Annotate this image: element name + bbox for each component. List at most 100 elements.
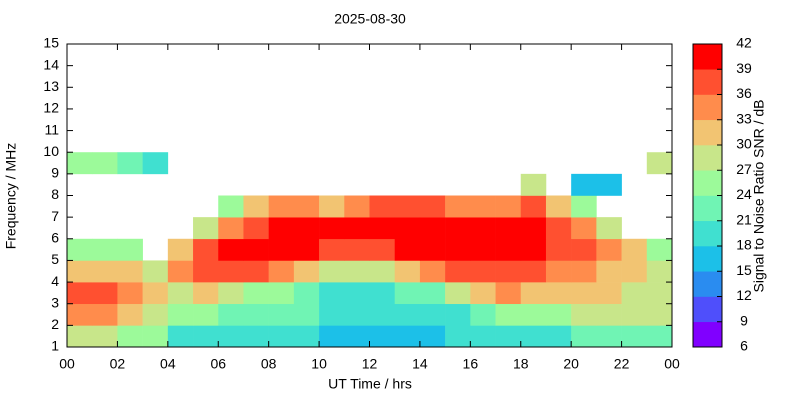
heat-cell: [646, 282, 673, 305]
heat-cell: [470, 217, 496, 240]
heat-cell: [92, 260, 118, 283]
colorbar-swatch: [693, 94, 722, 121]
y-tick-label: 6: [51, 229, 59, 245]
heat-cell: [117, 282, 143, 305]
heat-cell: [596, 260, 622, 283]
heat-cell: [117, 260, 143, 283]
heat-cell: [293, 217, 320, 240]
heat-cell: [545, 195, 572, 218]
chart-title: 2025-08-30: [334, 11, 406, 27]
y-tick-label: 10: [43, 143, 59, 159]
heat-cell: [495, 260, 522, 283]
heat-cell: [495, 195, 522, 218]
heat-cell: [495, 325, 522, 348]
heat-cell: [142, 260, 169, 283]
x-tick-label: 10: [311, 356, 327, 372]
heat-cell: [445, 260, 471, 283]
x-tick-label: 16: [463, 356, 479, 372]
heat-cell: [167, 325, 194, 348]
heat-cell: [520, 217, 547, 240]
heat-cell: [621, 325, 648, 348]
heat-cell: [268, 238, 295, 261]
heat-cell: [445, 282, 471, 305]
x-tick-label: 00: [59, 356, 75, 372]
heat-cell: [470, 303, 496, 326]
heat-cell: [142, 152, 169, 175]
heat-cell: [92, 282, 118, 305]
heat-cell: [193, 303, 219, 326]
heat-cell: [319, 260, 345, 283]
heat-cell: [596, 238, 622, 261]
heat-cell: [344, 282, 370, 305]
colorbar-swatch: [693, 145, 722, 171]
heat-cell: [344, 325, 370, 348]
colorbar-tick-label: 12: [736, 287, 752, 303]
colorbar-swatch: [693, 321, 722, 348]
heat-cell: [268, 282, 295, 305]
heat-cell: [369, 303, 396, 326]
heat-cell: [67, 325, 93, 348]
heat-cell: [344, 217, 370, 240]
heat-cell: [445, 325, 471, 348]
heat-cell: [142, 325, 169, 348]
colorbar-tick-label: 6: [740, 338, 748, 354]
x-tick-label: 18: [513, 356, 529, 372]
heat-cell: [495, 282, 522, 305]
heat-cell: [218, 260, 244, 283]
heat-cell: [167, 238, 194, 261]
y-tick-label: 1: [51, 338, 59, 354]
heat-cell: [92, 238, 118, 261]
heat-cell: [293, 195, 320, 218]
colorbar-swatch: [693, 69, 722, 95]
heat-cell: [369, 325, 396, 348]
heat-cell: [67, 260, 93, 283]
heat-cell: [571, 282, 597, 305]
heat-cell: [167, 303, 194, 326]
heat-cell: [319, 238, 345, 261]
heat-cell: [596, 173, 622, 196]
heat-cell: [646, 238, 673, 261]
heat-cell: [319, 282, 345, 305]
heat-cell: [445, 303, 471, 326]
colorbar-tick-label: 27: [736, 161, 752, 177]
x-tick-label: 06: [210, 356, 226, 372]
heat-cell: [142, 282, 169, 305]
heat-cell: [571, 173, 597, 196]
colorbar-swatch: [693, 170, 722, 196]
heat-cell: [596, 217, 622, 240]
y-tick-label: 12: [43, 100, 59, 116]
heat-cell: [243, 303, 269, 326]
heat-cell: [445, 195, 471, 218]
heat-cell: [142, 303, 169, 326]
heat-cell: [193, 217, 219, 240]
heat-cell: [520, 303, 547, 326]
heat-cell: [218, 325, 244, 348]
y-tick-label: 2: [51, 316, 59, 332]
heat-cell: [571, 325, 597, 348]
heat-cell: [394, 238, 421, 261]
heat-cell: [419, 325, 446, 348]
heat-cell: [268, 217, 295, 240]
heat-cell: [117, 238, 143, 261]
colorbar-tick-label: 21: [736, 211, 752, 227]
heat-cell: [394, 303, 421, 326]
heat-cell: [495, 303, 522, 326]
heat-cell: [520, 173, 547, 196]
heat-cell: [193, 260, 219, 283]
heat-cell: [470, 195, 496, 218]
heat-cell: [369, 238, 396, 261]
heat-cell: [167, 282, 194, 305]
colorbar-swatch: [693, 195, 722, 222]
y-axis-label: Frequency / MHz: [3, 143, 19, 250]
heat-cell: [293, 260, 320, 283]
heat-cell: [369, 195, 396, 218]
heat-cell: [268, 195, 295, 218]
heat-cell: [193, 325, 219, 348]
x-tick-label: 14: [412, 356, 428, 372]
heat-cell: [596, 303, 622, 326]
heat-cell: [470, 238, 496, 261]
heat-cell: [520, 325, 547, 348]
heat-cell: [394, 195, 421, 218]
heat-cell: [571, 195, 597, 218]
heat-cell: [596, 282, 622, 305]
